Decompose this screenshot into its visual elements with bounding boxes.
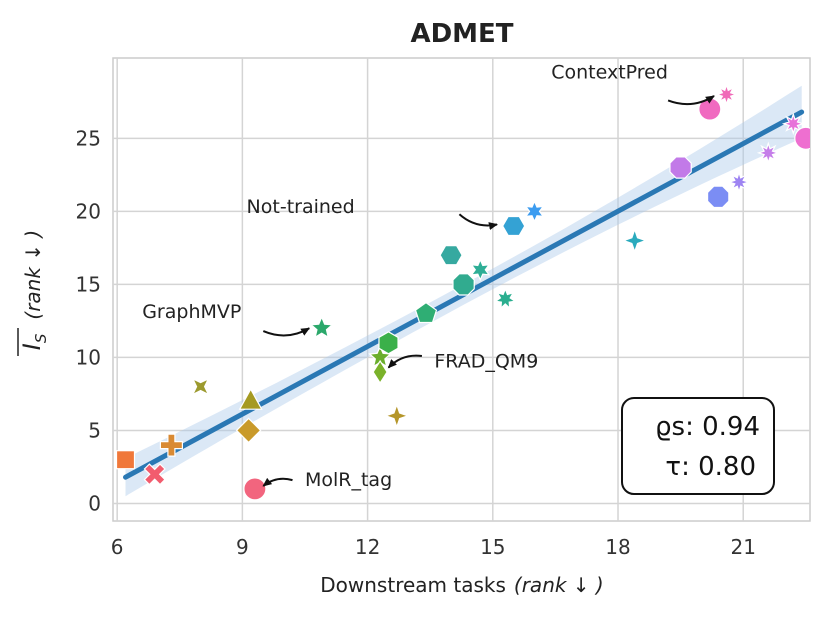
x-tick-label: 18 [605, 535, 630, 559]
data-point-hexagon2 [502, 215, 526, 237]
data-point-star6 [524, 199, 545, 223]
y-tick-label: 10 [76, 345, 101, 369]
annotation: MolR_tag [262, 469, 392, 491]
y-axis-label: IS (rank ↓ ) [17, 230, 50, 356]
annotation-label: ContextPred [551, 61, 668, 83]
data-point-circle [794, 126, 810, 150]
data-point-star8 [756, 141, 780, 165]
annotation: ContextPred [551, 61, 715, 106]
data-points [115, 83, 810, 501]
data-point-x [143, 463, 166, 486]
data-point-hexagon [378, 331, 399, 355]
data-point-star4 [621, 227, 648, 254]
y-tick-label: 0 [88, 491, 101, 515]
annotation-arrow [667, 95, 715, 106]
annotation-arrow [262, 327, 311, 337]
x-axis-label-text: Downstream tasks [320, 573, 506, 597]
data-point-x4 [191, 377, 210, 396]
stats-box-frame [621, 397, 775, 495]
data-point-hexagon2 [439, 245, 463, 266]
data-point-octagon [452, 273, 475, 296]
y-tick-label: 15 [76, 272, 101, 296]
x-axis-label: Downstream tasks (rank ↓ ) [320, 573, 603, 597]
data-point-star8 [715, 83, 738, 106]
x-tick-label: 6 [111, 535, 124, 559]
x-axis-label-suffix: (rank ↓ ) [514, 573, 604, 597]
stats-rho: ϱs: 0.94 [655, 412, 760, 442]
data-point-star7 [493, 287, 517, 310]
chart-title: ADMET [410, 19, 513, 49]
annotation-label: MolR_tag [305, 469, 392, 491]
data-point-triangle [238, 387, 263, 410]
data-point-thin_diamond [372, 359, 388, 385]
stats-tau: τ: 0.80 [665, 452, 756, 482]
axis-ticks: 6 9 12 15 18 21 0 5 10 15 20 25 [76, 126, 756, 559]
data-point-star5 [309, 315, 334, 339]
data-point-star6 [470, 258, 491, 282]
data-point-plus [159, 433, 183, 457]
annotation-label: FRAD_QM9 [434, 351, 538, 373]
y-axis-label-suffix: (rank ↓ ) [21, 230, 45, 320]
stats-box: ϱs: 0.94 τ: 0.80 [621, 397, 775, 495]
annotation-arrow [262, 477, 293, 487]
annotation: FRAD_QM9 [387, 351, 538, 373]
y-tick-label: 5 [88, 418, 101, 442]
data-point-octagon [669, 156, 692, 179]
x-tick-label: 15 [480, 535, 505, 559]
annotation: Not-trained [247, 196, 498, 230]
x-tick-label: 9 [236, 535, 249, 559]
y-axis-label-symbol: I [18, 343, 46, 350]
annotation-arrow [387, 354, 423, 369]
data-point-star8 [781, 112, 805, 136]
data-point-star8 [727, 170, 751, 194]
svg-text:IS(rank ↓ ): IS (rank ↓ ) [18, 230, 50, 350]
data-point-square [115, 450, 136, 470]
data-point-star4 [383, 402, 410, 429]
data-point-octagon [706, 185, 730, 209]
annotation-arrow [458, 213, 498, 230]
annotation-label: GraphMVP [142, 301, 241, 323]
y-tick-label: 20 [76, 199, 101, 223]
x-tick-label: 12 [355, 535, 380, 559]
annotation-label: Not-trained [247, 196, 355, 218]
y-axis-label-sub: S [32, 333, 50, 343]
data-point-diamond [235, 417, 262, 444]
y-tick-label: 25 [76, 126, 101, 150]
data-point-pentagon [414, 301, 438, 324]
x-tick-label: 21 [730, 535, 755, 559]
data-point-circle [243, 477, 267, 501]
annotations: ContextPred Not-trained GraphMVP FRAD_QM9 Mo… [142, 61, 715, 491]
annotation: GraphMVP [142, 301, 311, 337]
